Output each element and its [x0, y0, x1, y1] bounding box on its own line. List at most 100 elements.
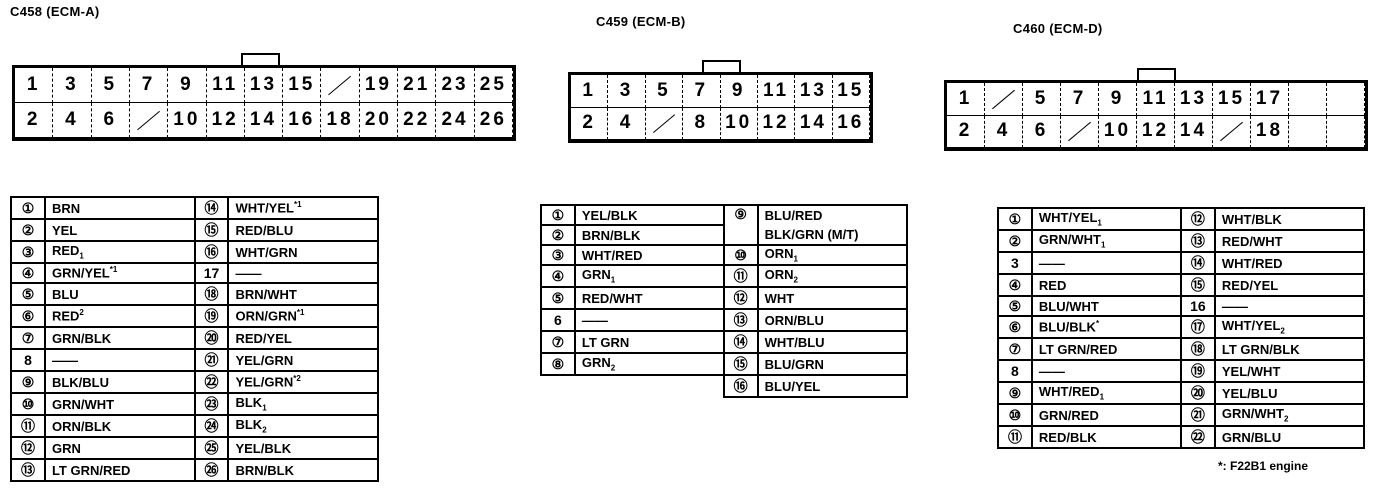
wire-color-text: GRN/BLK	[51, 330, 112, 346]
pin-number: ⑨	[722, 204, 759, 246]
wire-color-text: BLU	[51, 286, 79, 302]
pin-number: ㉓	[193, 392, 230, 416]
terminal-20: 20	[359, 103, 399, 138]
pin-row: ⑦ GRN/BLK ⑳ RED/YEL	[10, 326, 379, 350]
terminal-1: 1	[15, 68, 54, 103]
terminal-number: 15	[1217, 87, 1246, 109]
wire-color: LT GRN/RED	[1030, 337, 1182, 361]
wire-color-text: RED/BLU	[235, 222, 294, 238]
wire-color-text: LT GRN/RED	[51, 462, 131, 478]
pin-number: ⑱	[1179, 337, 1216, 361]
wire-color: WHT/RED	[1213, 251, 1366, 275]
wire-color: RED1	[43, 240, 196, 264]
cavity-blocked: /	[985, 83, 1023, 116]
wire-index: 1	[262, 403, 267, 413]
pin-number: ⑮	[1179, 273, 1216, 297]
wire-color-text: BLU/WHT	[1038, 298, 1099, 314]
wire-color: WHT	[756, 286, 909, 310]
wire-color: BRN/WHT	[227, 282, 379, 306]
terminal-25: 25	[474, 68, 513, 103]
terminal-24: 24	[436, 103, 475, 138]
wire-color-text: RED/YEL	[1221, 277, 1279, 293]
pin-row: 8 —— ㉑ YEL/GRN	[10, 348, 379, 372]
wire-color-text: GRN	[581, 355, 611, 371]
cavity-empty	[1289, 115, 1327, 148]
wire-color-text: ORN/BLK	[51, 418, 112, 434]
wire-color: BLU/YEL	[756, 374, 909, 398]
terminal-7: 7	[683, 75, 721, 108]
wire-color-text: WHT/RED	[1221, 255, 1283, 271]
terminal-14: 14	[795, 107, 833, 140]
terminal-4: 4	[53, 103, 92, 138]
wire-color-text: WHT/RED	[1038, 384, 1100, 400]
terminal-14: 14	[244, 103, 284, 138]
terminal-number: 2	[582, 112, 596, 134]
wire-color: GRN2	[573, 352, 725, 376]
connector-c459-title: C459 (ECM-B)	[596, 14, 686, 29]
terminal-12: 12	[206, 103, 245, 138]
wire-color: YEL/BLK	[573, 204, 725, 226]
terminal-number: 14	[1179, 120, 1208, 142]
pin-number: ⑳	[193, 326, 230, 350]
terminal-17: 17	[1251, 83, 1289, 116]
terminal-number: 10	[173, 109, 201, 130]
wire-color-text: GRN/WHT	[51, 396, 115, 412]
pin-row: ⑫ GRN ㉕ YEL/BLK	[10, 436, 379, 460]
wire-color: GRN/RED	[1030, 403, 1182, 427]
wire-color: LT GRN/BLK	[1213, 337, 1366, 361]
pin-number: ①	[540, 204, 576, 226]
terminal-3: 3	[53, 68, 92, 103]
pin-row: ⑤ BLU/WHT 16 ——	[997, 295, 1366, 317]
wire-color-text: ORN	[764, 246, 794, 262]
wire-color-text: WHT/YEL	[1038, 210, 1098, 226]
pin-number: ⑬	[722, 308, 759, 332]
terminal-number: 10	[725, 112, 753, 134]
terminal-number: 14	[799, 112, 827, 134]
pin-number: ⑯	[193, 240, 230, 264]
wire-color: BLK2	[227, 414, 379, 438]
terminal-number: 25	[479, 74, 507, 95]
pin-table-c460: ① WHT/YEL1 ⑫ WHT/BLK ② GRN/WHT1 ⑬ RED/WHT 3 —— ⑭ WH…	[997, 207, 1366, 449]
terminal-4: 4	[608, 107, 646, 140]
terminal-number: 1	[958, 87, 973, 109]
terminal-7: 7	[1061, 83, 1099, 116]
wire-color: BLU/RED	[756, 204, 909, 225]
pin-row: ⑪ ORN/BLK ㉔ BLK2	[10, 414, 379, 438]
pin-number: ⑦	[540, 330, 576, 354]
wire-color: ——	[227, 262, 379, 284]
terminal-number: 3	[619, 79, 634, 101]
wire-color: YEL/GRN*2	[227, 370, 379, 394]
terminal-15: 15	[1213, 83, 1251, 116]
pin-number: ⑤	[540, 286, 576, 310]
terminal-number: 3	[65, 74, 79, 95]
terminal-2: 2	[15, 103, 54, 138]
wire-index: 2	[610, 363, 616, 373]
footnote-mark: *2	[293, 374, 301, 384]
pin-number: ②	[540, 224, 576, 246]
pin-row: ② GRN/WHT1 ⑬ RED/WHT	[997, 229, 1366, 253]
terminal-9: 9	[1099, 83, 1137, 116]
connector-c458-face: 13579111315/19212325246/1012141618202224…	[12, 65, 516, 141]
wire-index: 2	[793, 275, 798, 285]
terminal-11: 11	[1137, 83, 1175, 116]
terminal-2: 2	[947, 115, 985, 148]
pin-number: ⑤	[997, 295, 1033, 317]
pin-number: ㉒	[1179, 425, 1216, 449]
wire-color-text: RED/BLK	[1038, 429, 1097, 445]
terminal-number: 4	[996, 120, 1011, 142]
wire-color-text: GRN/WHT	[1038, 232, 1101, 248]
terminal-23: 23	[436, 68, 475, 103]
terminal-number: 24	[441, 109, 469, 130]
terminal-number: 19	[364, 74, 392, 95]
terminal-13: 13	[1175, 83, 1213, 116]
wire-color-text: BRN/WHT	[235, 286, 297, 302]
wire-index: 1	[79, 251, 84, 261]
pin-number: ⑦	[997, 337, 1033, 361]
pin-row: ③ WHT/RED ⑩ ORN1	[540, 244, 909, 266]
terminal-number: 8	[694, 112, 709, 134]
wire-color: BLK/BLU	[43, 370, 196, 394]
wire-color: BRN/BLK	[227, 458, 379, 482]
pin-number: ⑫	[10, 436, 46, 460]
pin-number: ⑳	[1179, 381, 1216, 405]
wire-color-text: RED	[51, 308, 80, 324]
